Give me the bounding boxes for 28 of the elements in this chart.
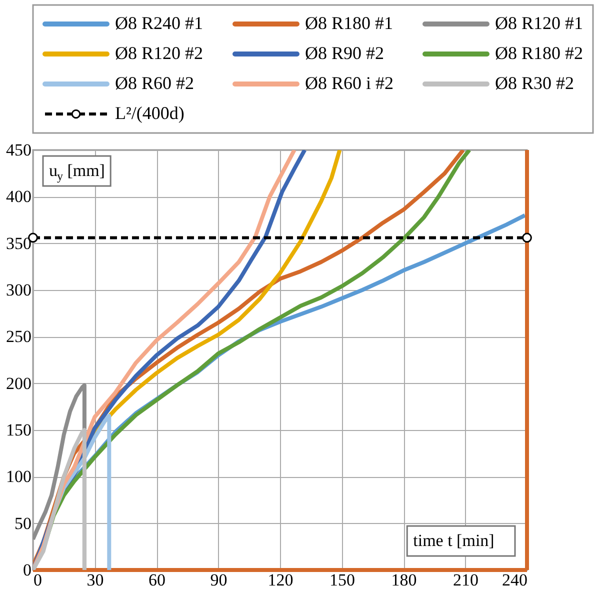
y-tick-label: 150 bbox=[6, 420, 32, 440]
legend-label: Ø8 R60 #2 bbox=[115, 73, 194, 93]
legend-label: Ø8 R240 #1 bbox=[115, 13, 204, 33]
legend-label: Ø8 R90 #2 bbox=[305, 43, 384, 63]
x-tick-label: 240 bbox=[502, 570, 528, 590]
y-tick-label: 200 bbox=[6, 374, 32, 393]
legend-label: L²/(400d) bbox=[115, 103, 184, 123]
x-tick-label: 180 bbox=[391, 570, 417, 590]
y-tick-label: 450 bbox=[6, 140, 32, 160]
y-tick-label: 100 bbox=[6, 467, 32, 486]
x-tick-label: 210 bbox=[453, 570, 478, 590]
legend-label: Ø8 R120 #2 bbox=[115, 43, 204, 63]
x-tick-label: 150 bbox=[330, 570, 355, 590]
y-tick-label: 400 bbox=[6, 187, 32, 206]
x-tick-label: 90 bbox=[210, 570, 228, 590]
x-tick-label: 120 bbox=[268, 570, 294, 590]
x-axis-title: time t [min] bbox=[413, 531, 494, 550]
legend-label: Ø8 R120 #1 bbox=[495, 13, 584, 33]
y-tick-label: 300 bbox=[6, 280, 32, 300]
legend-label: Ø8 R180 #1 bbox=[305, 13, 394, 33]
y-tick-label: 50 bbox=[14, 514, 32, 533]
legend-label: Ø8 R60 i #2 bbox=[305, 73, 394, 93]
y-tick-label: 350 bbox=[6, 234, 32, 253]
legend-label: Ø8 R30 #2 bbox=[495, 73, 574, 93]
legend-label: Ø8 R180 #2 bbox=[495, 43, 584, 63]
y-tick-label: 250 bbox=[6, 327, 32, 346]
x-tick-label: 60 bbox=[148, 570, 166, 590]
x-tick-label: 30 bbox=[86, 570, 104, 590]
